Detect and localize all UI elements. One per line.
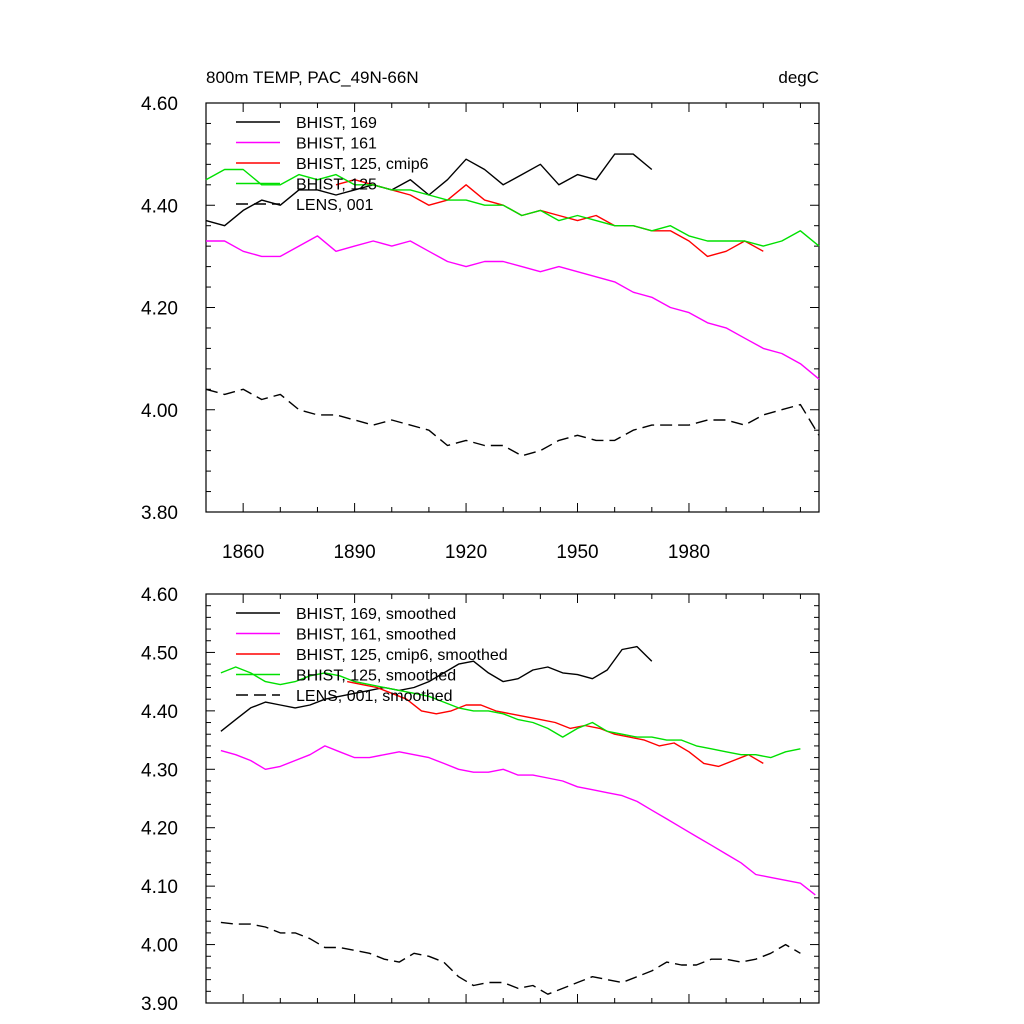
legend-label: BHIST, 125, smoothed [296,668,456,685]
series-line [205,388,820,457]
axis-ticks: 3.80 4.00 4.20 4.40 4.60 1860 1890 1920 1950 1980 [141,94,819,563]
legend-label: BHIST, 125, cmip6, smoothed [296,647,508,664]
bottom-panel: 3.90 4.00 4.10 4.20 4.30 4.40 4.50 4.60 BHIST, … [141,585,820,1015]
legend-label: BHIST, 169, smoothed [296,606,456,623]
y-tick-label: 4.60 [141,585,178,606]
x-tick-label: 1890 [333,542,375,563]
series-line [347,680,764,768]
plot-frame [205,593,820,1004]
series-line [220,645,653,732]
y-tick-label: 4.20 [141,299,178,320]
legend-label: BHIST, 161 [296,136,377,153]
x-tick-label: 1950 [556,542,598,563]
units-label: degC [778,68,819,87]
y-tick-label: 3.90 [141,994,178,1015]
legend-label: BHIST, 125 [296,177,377,194]
y-tick-label: 4.30 [141,760,178,781]
y-tick-label: 3.80 [141,503,178,524]
top-panel: 800m TEMP, PAC_49N-66N degC 3.80 4.00 4.20… [141,68,820,563]
y-tick-label: 4.20 [141,819,178,840]
y-tick-label: 4.60 [141,94,178,115]
y-tick-label: 4.00 [141,401,178,422]
legend-label: LENS, 001, smoothed [296,688,453,705]
series-lines [205,153,820,457]
legend-label: BHIST, 169 [296,115,377,132]
series-line [205,168,820,247]
x-tick-label: 1920 [445,542,487,563]
legend-label: LENS, 001 [296,197,373,214]
legend-label: BHIST, 161, smoothed [296,627,456,644]
legend: BHIST, 169 BHIST, 161 BHIST, 125, cmip6 BHI… [236,115,429,214]
y-tick-label: 4.50 [141,643,178,664]
series-line [220,745,816,896]
legend-label: BHIST, 125, cmip6 [296,156,429,173]
y-tick-label: 4.40 [141,196,178,217]
axis-ticks: 3.90 4.00 4.10 4.20 4.30 4.40 4.50 4.60 [141,585,819,1015]
y-tick-label: 4.10 [141,877,178,898]
legend: BHIST, 169, smoothed BHIST, 161, smoothed… [236,606,508,705]
series-line [220,921,801,995]
y-tick-label: 4.00 [141,936,178,957]
x-tick-label: 1980 [668,542,710,563]
series-lines [220,645,816,995]
y-tick-label: 4.40 [141,702,178,723]
series-line [335,178,764,258]
chart-title: 800m TEMP, PAC_49N-66N [206,68,419,87]
x-tick-label: 1860 [222,542,264,563]
series-line [220,666,801,759]
series-line [206,235,820,380]
series-line [205,153,653,227]
